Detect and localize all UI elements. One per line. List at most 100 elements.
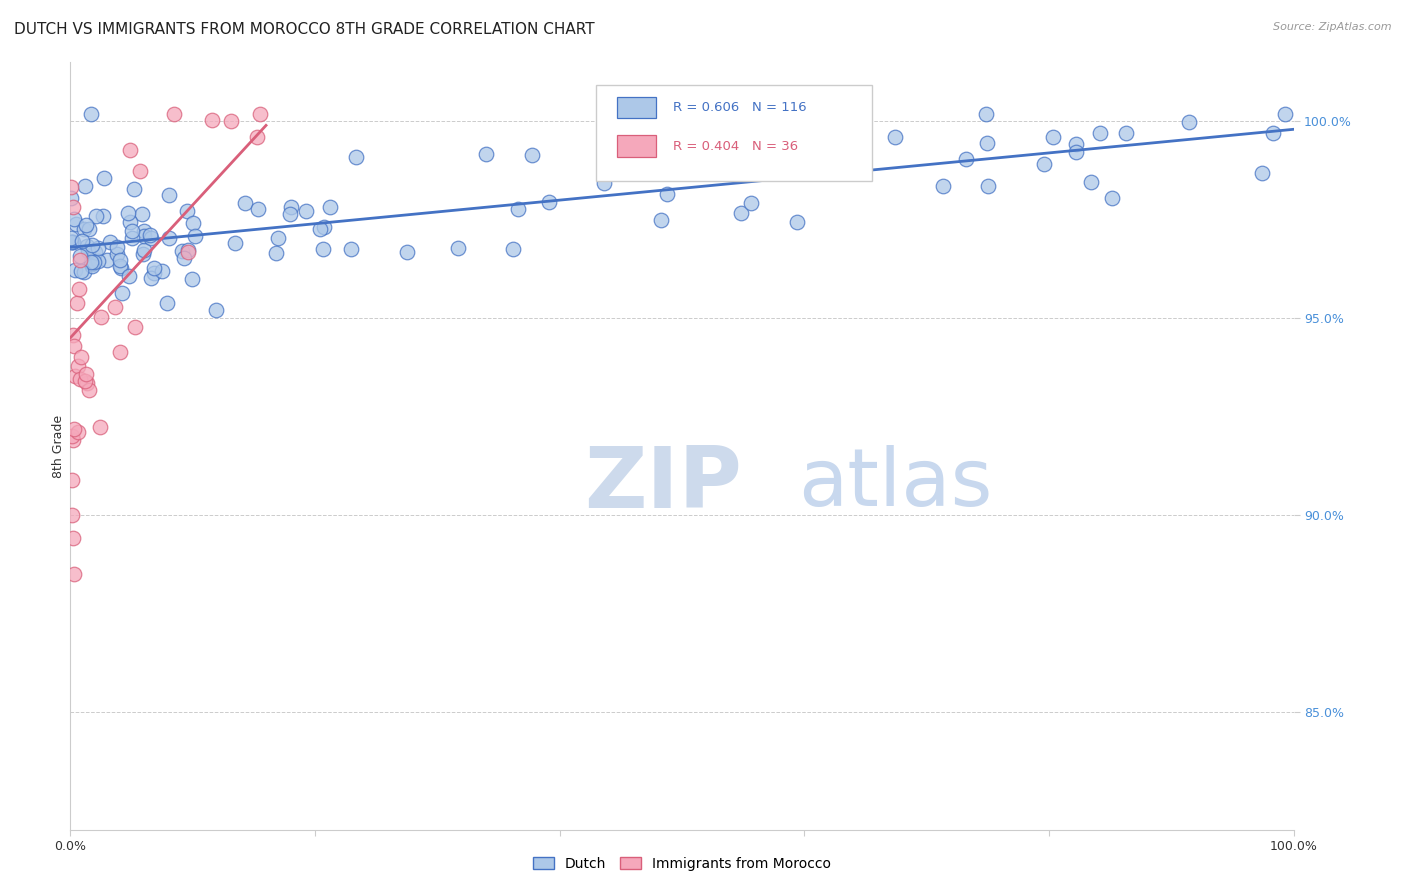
Point (62, 422, 84, 436)
Point (63, 262, 86, 277)
Point (60, 508, 83, 522)
Point (1101, 191, 1123, 205)
Point (69, 253, 91, 268)
Point (181, 216, 204, 230)
Point (70, 264, 93, 278)
Point (219, 113, 242, 128)
Point (143, 261, 166, 276)
Point (295, 203, 318, 218)
Point (650, 213, 672, 227)
Point (73, 265, 96, 279)
Point (124, 319, 146, 334)
Point (312, 242, 335, 256)
Point (108, 344, 131, 359)
Point (134, 224, 156, 238)
Point (62, 532, 84, 546)
Point (172, 244, 194, 258)
Point (90, 310, 112, 324)
Point (120, 215, 142, 229)
Point (1261, 126, 1284, 140)
Point (80, 257, 103, 271)
Point (87, 241, 110, 255)
Point (278, 207, 301, 221)
Bar (617, 97, 657, 119)
Point (1064, 145, 1087, 159)
Point (246, 130, 269, 145)
Point (201, 113, 224, 128)
Point (280, 200, 302, 214)
Point (120, 143, 142, 157)
Point (184, 228, 207, 243)
Point (395, 244, 418, 259)
Point (84, 244, 107, 259)
Point (63, 566, 86, 581)
Point (96, 252, 118, 267)
Point (59, 180, 82, 194)
Point (1080, 176, 1102, 190)
Point (66, 425, 89, 440)
Point (139, 227, 162, 242)
Point (176, 245, 198, 260)
Point (66, 295, 89, 310)
Point (87, 254, 110, 268)
Point (157, 230, 180, 244)
Point (1064, 136, 1087, 151)
Point (62, 327, 84, 342)
Point (118, 268, 141, 283)
Point (60, 190, 83, 204)
Point (111, 285, 134, 300)
Point (110, 260, 132, 275)
Point (63, 212, 86, 227)
Point (63, 339, 86, 353)
Point (308, 222, 330, 236)
Point (69, 372, 91, 386)
Text: DUTCH VS IMMIGRANTS FROM MOROCCO 8TH GRADE CORRELATION CHART: DUTCH VS IMMIGRANTS FROM MOROCCO 8TH GRA… (14, 22, 595, 37)
Point (79, 222, 101, 236)
Point (340, 242, 363, 256)
Legend: Dutch, Immigrants from Morocco: Dutch, Immigrants from Morocco (527, 851, 837, 876)
Point (592, 176, 614, 190)
Point (139, 230, 162, 244)
Point (817, 160, 839, 174)
Point (65, 217, 87, 231)
Point (974, 106, 997, 120)
Point (314, 220, 336, 235)
Point (73, 375, 96, 389)
Point (176, 204, 198, 219)
Point (89, 420, 111, 434)
Point (76, 238, 98, 252)
Point (60, 428, 83, 442)
Point (77, 244, 100, 258)
Point (134, 243, 156, 257)
Point (108, 253, 131, 268)
Text: atlas: atlas (799, 445, 993, 524)
Point (104, 300, 127, 314)
Point (70, 351, 93, 365)
FancyBboxPatch shape (596, 86, 872, 181)
Point (1115, 126, 1137, 140)
Point (70, 234, 93, 248)
Point (132, 229, 155, 244)
Point (344, 150, 367, 164)
Point (82, 238, 104, 252)
Point (1177, 114, 1199, 128)
Point (475, 146, 498, 161)
Point (62, 433, 84, 447)
Point (150, 263, 173, 277)
Point (976, 136, 998, 151)
Point (520, 147, 543, 161)
Point (131, 207, 153, 221)
Point (502, 242, 524, 256)
Bar (617, 136, 657, 157)
Point (655, 186, 678, 201)
Text: R = 0.606   N = 116: R = 0.606 N = 116 (673, 101, 807, 114)
Point (626, 118, 648, 132)
Point (740, 196, 762, 211)
Point (132, 246, 155, 260)
Point (67, 282, 90, 296)
Point (233, 196, 256, 211)
Point (883, 129, 905, 144)
Point (844, 148, 866, 162)
Point (121, 230, 143, 244)
Point (80, 106, 103, 120)
